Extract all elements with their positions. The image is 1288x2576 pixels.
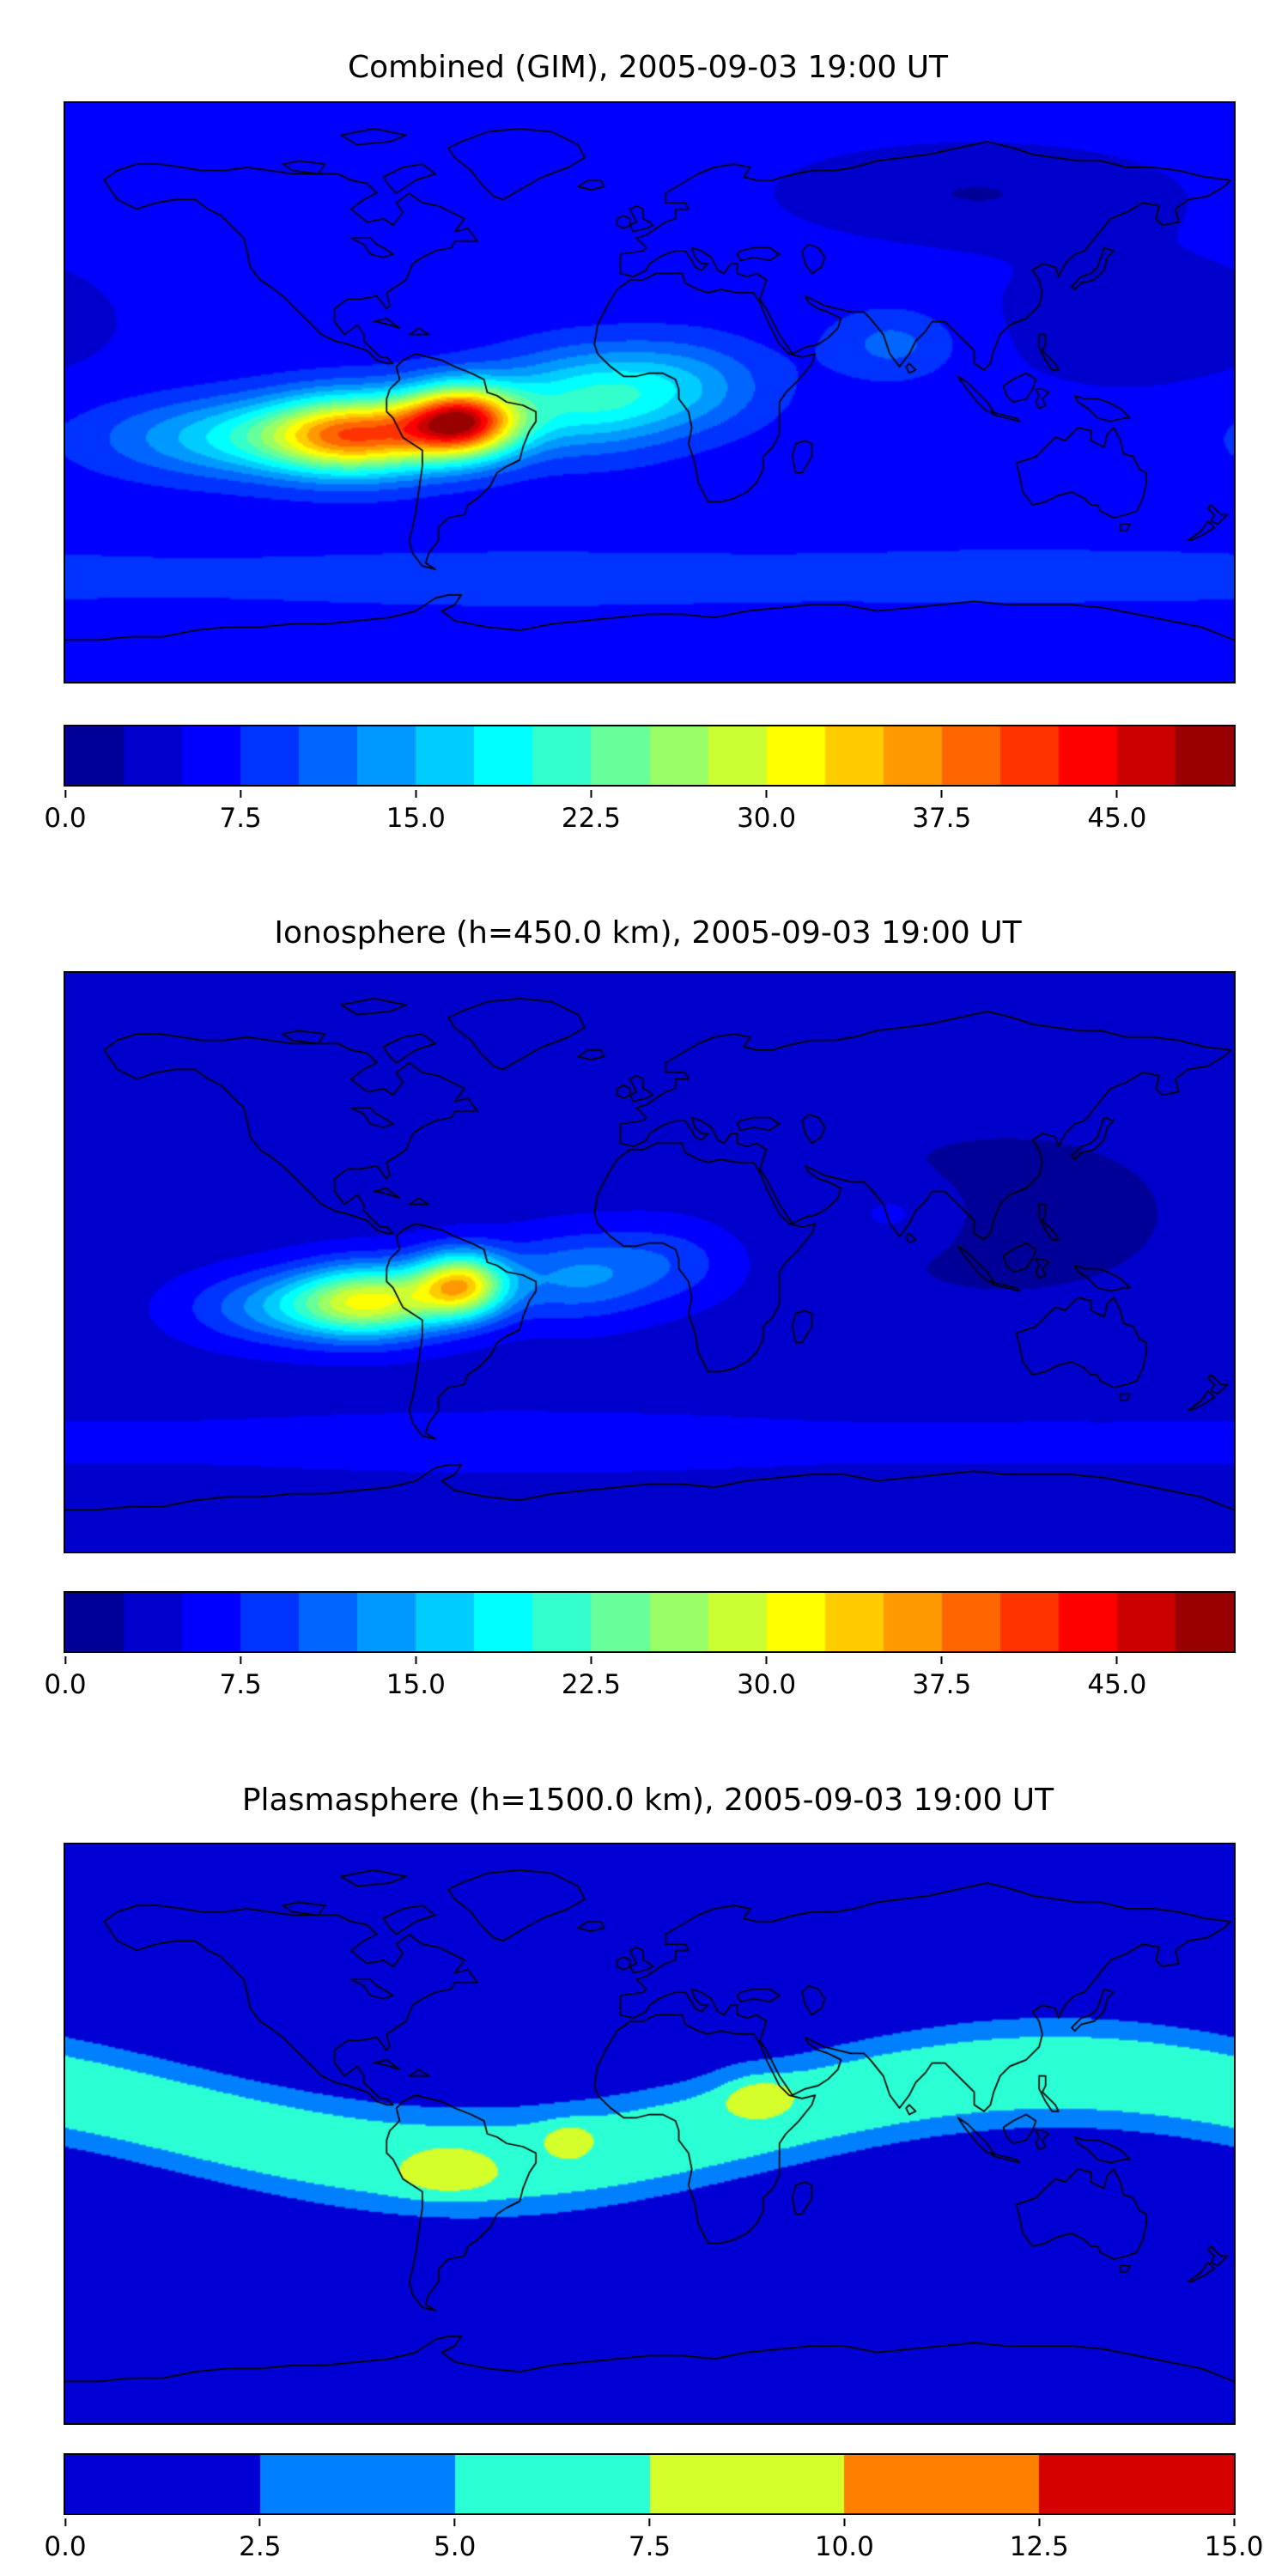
colorbar-tickmark [648,2518,651,2526]
colorbar-tick: 30.0 [737,1656,796,1700]
colorbar-tickmark [1233,2518,1235,2526]
colorbar-tick: 30.0 [737,790,796,834]
colorbar-tick-label: 22.5 [561,1669,621,1700]
colorbar-tick-label: 12.5 [1009,2531,1069,2562]
colorbar-tick: 12.5 [1010,2518,1069,2562]
tec-map-canvas-plasmasphere [65,1844,1234,2423]
colorbar-tickmark [1038,2518,1041,2526]
colorbar-tick: 45.0 [1087,790,1146,834]
colorbar-tickmark [1115,1656,1118,1664]
colorbar-tickmark [590,790,592,798]
colorbar-tickmark [415,1656,417,1664]
colorbar-tick: 0.0 [44,2518,87,2562]
colorbar-tick-label: 0.0 [44,1669,87,1700]
colorbar-tick-label: 7.5 [219,803,262,834]
colorbar-canvas-ionosphere [65,1593,1234,1651]
colorbar-tick: 15.0 [386,1656,446,1700]
colorbar-tickmark [765,1656,768,1664]
colorbar-tick-label: 15.0 [1204,2531,1264,2562]
colorbar-tickmark [590,1656,592,1664]
colorbar-tick-label: 30.0 [737,1669,797,1700]
colorbar-tickmark [843,2518,846,2526]
panel-title-plasmasphere: Plasmasphere (h=1500.0 km), 2005-09-03 1… [241,1783,1054,1818]
colorbar-tickmark [64,790,66,798]
colorbar-tickmark [258,2518,261,2526]
colorbar-tick: 2.5 [239,2518,281,2562]
colorbar-tickmark [415,790,417,798]
colorbar-tick-label: 37.5 [912,1669,972,1700]
colorbar-tick-label: 15.0 [386,803,446,834]
colorbar-tick-label: 22.5 [561,803,621,834]
colorbar-ticks-plasmasphere: 0.0 2.5 5.0 7.5 10.0 12.5 15.0 [44,2518,1264,2576]
colorbar-tick: 15.0 [1204,2518,1264,2562]
panel-title-ionosphere: Ionosphere (h=450.0 km), 2005-09-03 19:0… [274,915,1022,951]
colorbar-tickmark [1115,790,1118,798]
colorbar-tickmark [240,790,242,798]
colorbar-tickmark [64,1656,66,1664]
colorbar-tick: 7.5 [629,2518,671,2562]
colorbar-tickmark [64,2518,66,2526]
colorbar-canvas-plasmasphere [65,2455,1234,2513]
colorbar-tickmark [765,790,768,798]
colorbar-tick: 15.0 [386,790,446,834]
colorbar-tick-label: 5.0 [434,2531,477,2562]
colorbar-tick: 7.5 [219,790,262,834]
colorbar-tickmark [940,790,943,798]
colorbar-tickmark [240,1656,242,1664]
panel-title-combined: Combined (GIM), 2005-09-03 19:00 UT [347,50,949,85]
colorbar-tick-label: 0.0 [44,2531,87,2562]
tec-map-canvas-ionosphere [65,973,1234,1552]
colorbar-tick: 7.5 [219,1656,262,1700]
colorbar-tick: 5.0 [434,2518,476,2562]
colorbar-tick: 0.0 [44,1656,87,1700]
colorbar-tick: 10.0 [815,2518,874,2562]
colorbar-tick-label: 7.5 [219,1669,262,1700]
colorbar-tickmark [940,1656,943,1664]
colorbar-tick-label: 7.5 [628,2531,671,2562]
colorbar-tick: 22.5 [562,790,621,834]
colorbar-ticks-combined: 0.0 7.5 15.0 22.5 30.0 37.5 45.0 [44,790,1234,854]
colorbar-tick-label: 10.0 [814,2531,874,2562]
colorbar-ionosphere [64,1591,1236,1653]
colorbar-tick-label: 2.5 [239,2531,282,2562]
colorbar-canvas-combined [65,726,1234,785]
colorbar-tick: 37.5 [912,1656,971,1700]
colorbar-tick-label: 37.5 [912,803,972,834]
colorbar-tickmark [453,2518,456,2526]
colorbar-tick: 0.0 [44,790,87,834]
colorbar-plasmasphere [64,2453,1236,2515]
colorbar-combined [64,725,1236,787]
map-combined [64,101,1236,683]
colorbar-tick-label: 0.0 [44,803,87,834]
colorbar-tick-label: 45.0 [1087,803,1147,834]
colorbar-tick: 37.5 [912,790,971,834]
colorbar-tick-label: 45.0 [1087,1669,1147,1700]
map-plasmasphere [64,1843,1236,2425]
colorbar-tick-label: 30.0 [737,803,797,834]
colorbar-tick: 22.5 [562,1656,621,1700]
colorbar-ticks-ionosphere: 0.0 7.5 15.0 22.5 30.0 37.5 45.0 [44,1656,1234,1720]
colorbar-tick: 45.0 [1087,1656,1146,1700]
map-ionosphere [64,971,1236,1553]
tec-map-canvas-combined [65,103,1234,682]
colorbar-tick-label: 15.0 [386,1669,446,1700]
